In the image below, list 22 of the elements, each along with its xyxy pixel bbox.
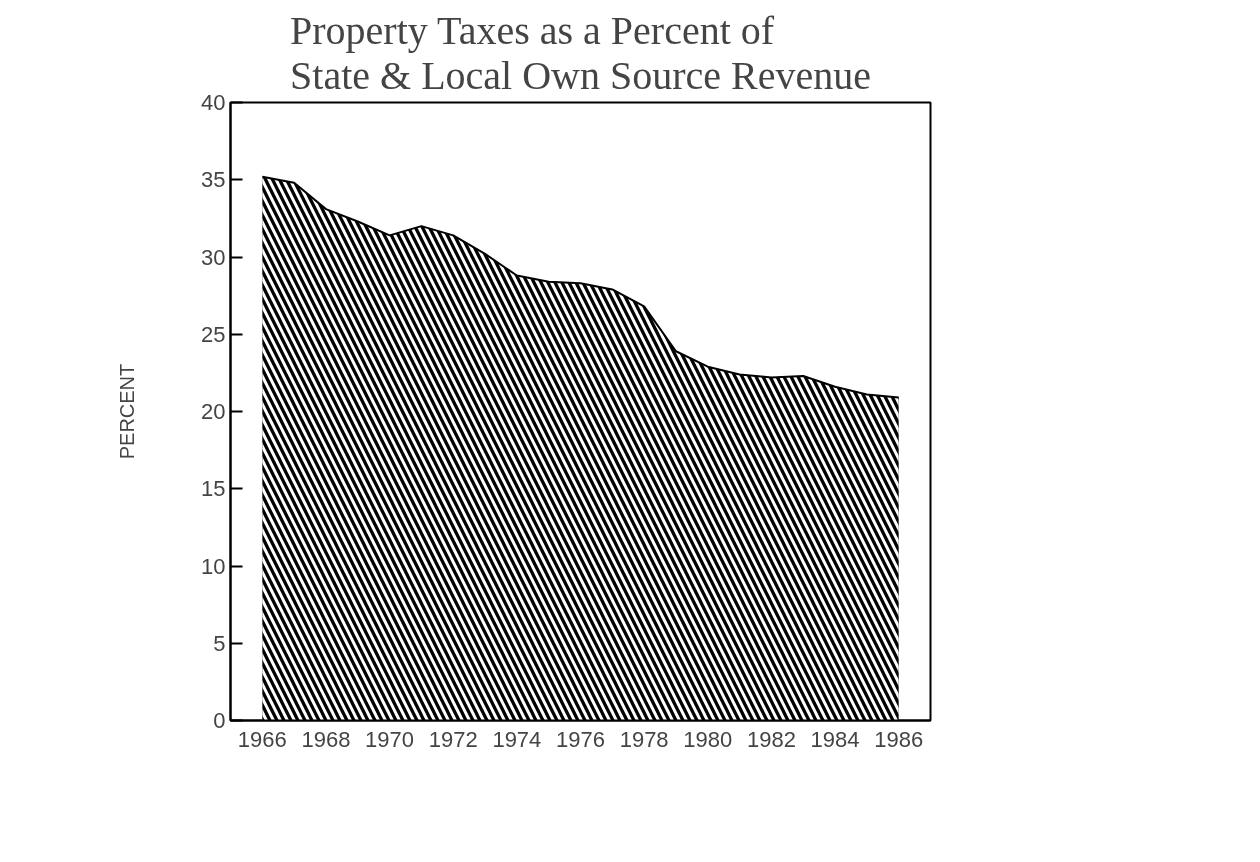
x-tick-label: 1974	[492, 726, 542, 752]
y-tick-label: 20	[201, 399, 226, 424]
x-tick-label: 1976	[556, 726, 605, 752]
x-tick-label: 1978	[619, 726, 669, 752]
y-tick-label: 30	[201, 244, 226, 270]
y-tick-label: 15	[201, 476, 226, 502]
y-tick-label: 5	[213, 630, 226, 656]
x-tick-label: 1966	[237, 726, 287, 752]
chart-title: Property Taxes as a Percent of State & Local Own Source Revenue	[290, 7, 871, 98]
x-tick-label: 1970	[365, 726, 415, 752]
x-tick-label: 1972	[428, 726, 478, 752]
y-tick-label: 10	[201, 553, 226, 579]
y-tick-label: 35	[201, 167, 226, 193]
y-axis-title: PERCENT	[116, 363, 139, 460]
x-tick-label: 1968	[301, 726, 351, 752]
x-tick-label: 1984	[810, 726, 860, 752]
x-tick-label: 1982	[746, 726, 796, 752]
y-tick-label: 0	[213, 708, 226, 733]
x-tick-label: 1986	[874, 726, 924, 752]
y-tick-label: 40	[201, 90, 226, 115]
x-tick-label: 1980	[683, 726, 733, 752]
y-tick-label: 25	[201, 321, 226, 347]
